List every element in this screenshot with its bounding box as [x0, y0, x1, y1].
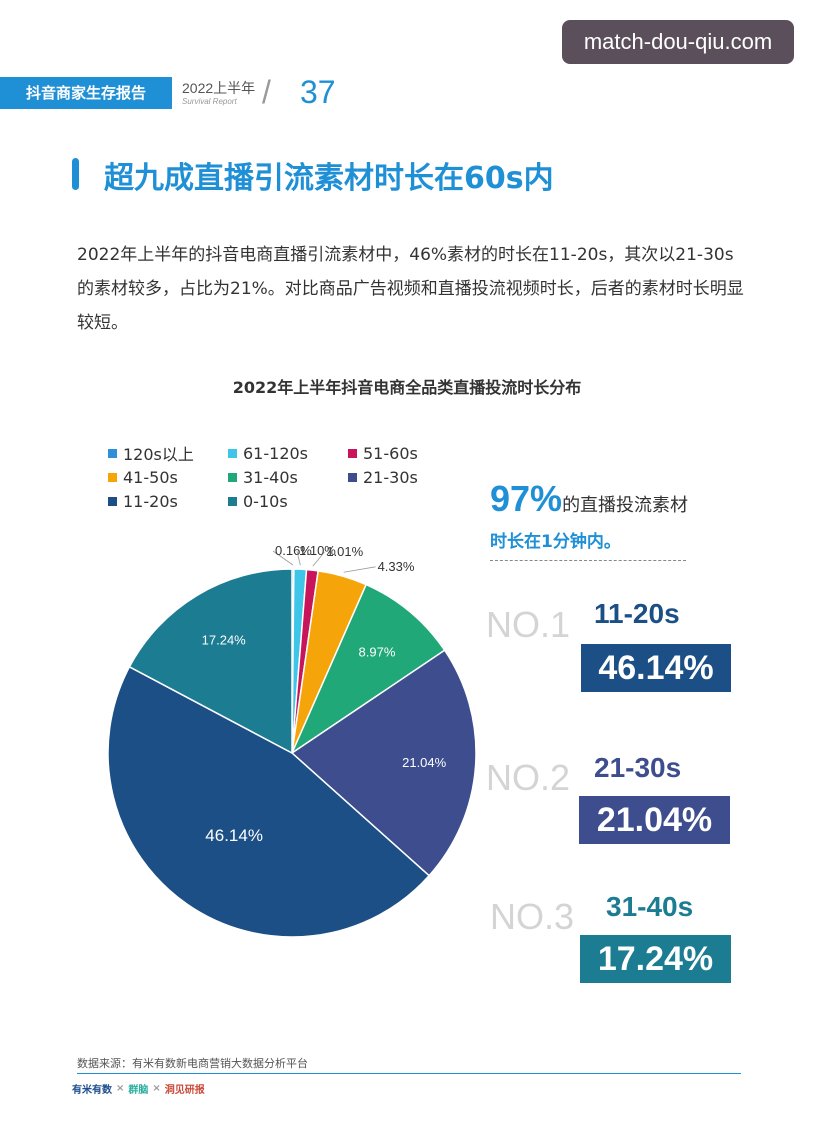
pie-slice-label: 46.14% — [205, 826, 263, 845]
rank-1-range: 11-20s — [594, 598, 680, 629]
legend-label: 41-50s — [123, 467, 178, 487]
legend-label: 0-10s — [243, 491, 288, 511]
legend-swatch — [348, 448, 357, 458]
pie-slice — [107, 665, 431, 938]
pie-slice — [290, 649, 477, 877]
rank-2-label: NO.2 — [486, 757, 571, 798]
legend-swatch — [108, 448, 117, 458]
data-source: 数据来源：有米有数新电商营销大数据分析平台 — [77, 1057, 308, 1070]
summary-highlight-value: 97% — [490, 478, 563, 519]
footer-logos: 有米有数 × 群脑 × 洞见研报 — [72, 1081, 205, 1096]
pie-slice — [128, 568, 293, 755]
report-tag: 抖音商家生存报告 — [0, 77, 172, 109]
rank-2-percent: 21.04% — [579, 796, 730, 844]
summary-line2: 时长在1分钟内。 — [490, 532, 621, 552]
legend-item: 61-120s — [228, 442, 348, 464]
legend-swatch — [228, 472, 237, 482]
legend-label: 61-120s — [243, 443, 309, 463]
legend-label: 51-60s — [363, 443, 418, 463]
legend-swatch — [108, 472, 117, 482]
chart-title: 2022年上半年抖音电商全品类直播投流时长分布 — [232, 378, 582, 397]
pie-slice-label: 21.04% — [402, 755, 447, 770]
pie-leader-line — [272, 550, 294, 566]
legend-swatch — [108, 496, 117, 506]
legend-item: 120s以上 — [108, 442, 228, 464]
legend-swatch — [228, 496, 237, 506]
page-number: 37 — [300, 74, 336, 110]
logo-dongjian: 洞见研报 — [164, 1085, 205, 1096]
logo-qunnao: 群脑 — [128, 1085, 149, 1096]
pie-slice-label: 0.16% — [275, 543, 312, 558]
summary-headline: 97%的直播投流素材 — [490, 478, 688, 520]
rank-3-range: 31-40s — [606, 891, 694, 922]
rank-3-label: NO.3 — [490, 896, 575, 937]
pie-slice — [290, 583, 446, 756]
pie-slice-label: 1.01% — [326, 544, 363, 559]
legend-item: 21-30s — [348, 466, 458, 488]
summary-divider — [490, 560, 686, 561]
summary-highlight-text: 的直播投流素材 — [562, 495, 689, 516]
legend-label: 120s以上 — [123, 445, 194, 464]
page-title: 超九成直播引流素材时长在60s内 — [104, 161, 554, 196]
rank-1-percent: 46.14% — [581, 644, 731, 692]
legend-item: 41-50s — [108, 466, 228, 488]
logo-separator: × — [152, 1083, 161, 1094]
body-paragraph: 2022年上半年的抖音电商直播引流素材中，46%素材的时长在11-20s，其次以… — [77, 245, 744, 333]
legend-item: 11-20s — [108, 490, 228, 512]
legend-label: 31-40s — [243, 467, 298, 487]
legend-item: 51-60s — [348, 442, 458, 464]
logo-youmi: 有米有数 — [72, 1085, 112, 1096]
pie-leader-line — [312, 551, 325, 567]
legend-label: 21-30s — [363, 467, 418, 487]
rank-1-label: NO.1 — [486, 604, 571, 645]
logo-separator: × — [116, 1083, 125, 1094]
legend-item: 31-40s — [228, 466, 348, 488]
footer-divider — [77, 1073, 741, 1074]
pie-leader-line — [296, 551, 301, 566]
watermark-badge: match-dou-qiu.com — [562, 20, 794, 64]
rank-2-range: 21-30s — [594, 752, 682, 783]
pie-slice-label: 1.10% — [299, 543, 336, 558]
legend-swatch — [348, 472, 357, 482]
report-period-subtitle: Survival Report — [182, 97, 237, 106]
legend-item: 0-10s — [228, 490, 348, 512]
pie-slice-label: 8.97% — [359, 644, 396, 659]
pie-chart: 0.16%1.10%1.01% 4.33% 8.97% 21.04% 46.14% 17.… — [107, 543, 477, 938]
pie-slice-label: 17.24% — [202, 632, 247, 647]
header-divider: / — [262, 74, 271, 110]
report-period: 2022上半年 — [182, 80, 256, 96]
rank-3-percent: 17.24% — [580, 935, 731, 983]
legend-swatch — [228, 448, 237, 458]
pie-slice-label: 4.33% — [378, 559, 415, 574]
title-accent-bar — [72, 158, 79, 190]
chart-legend: 120s以上 61-120s 51-60s 41-50s 31-40s 21-30s 11-… — [108, 442, 458, 512]
pie-leader-line — [343, 566, 376, 573]
legend-label: 11-20s — [123, 491, 178, 511]
